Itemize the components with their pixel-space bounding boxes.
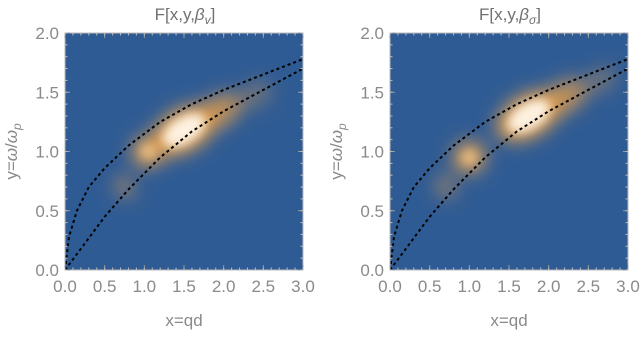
heat-glow-4 [239,81,272,109]
y-tick-label: 1.5 [35,83,59,102]
y-tick-label: 0.0 [360,261,384,280]
y-axis-label: y=ω/ωp [2,123,24,180]
x-tick-label: 1.0 [458,277,482,296]
boundary-curve-0 [65,58,303,270]
panel-title: F[x,y,βσ] [479,5,541,27]
heatmap-background [390,33,628,270]
panel-beta-sigma: 0.0 0.5 1.0 1.5 2.0 2.5 3.0 0.0 0.5 1.0 1.5 2.0 F[x,… [327,5,640,330]
y-tick-label: 2.0 [35,24,59,43]
y-tick-label: 2.0 [360,24,384,43]
x-tick-label: 0.0 [378,277,402,296]
y-tick-label: 1.0 [360,143,384,162]
x-axis-label: x=qd [490,311,527,330]
x-tick-label: 1.0 [133,277,157,296]
x-tick-label: 0.5 [93,277,117,296]
x-tick-label: 2.5 [252,277,276,296]
x-axis-label: x=qd [165,311,202,330]
boundary-curve-0 [390,58,628,270]
y-tick-label: 1.0 [35,143,59,162]
x-tick-label: 3.0 [291,277,315,296]
x-tick-label: 0.0 [53,277,77,296]
x-tick-label: 1.5 [497,277,521,296]
y-tick-label: 0.0 [35,261,59,280]
y-tick-label: 0.5 [35,202,59,221]
y-axis-label: y=ω/ωp [327,123,349,180]
x-tick-label: 2.5 [577,277,601,296]
panel-title: F[x,y,βv] [155,5,216,27]
heat-glow-0 [114,175,135,199]
heatmap-hot-region [435,66,617,199]
heat-secondary [140,144,157,159]
axis-ticks: 0.0 0.5 1.0 1.5 2.0 2.5 3.0 0.0 0.5 1.0 1.5 2.0 [35,24,314,296]
y-tick-label: 0.5 [360,202,384,221]
y-tick-label: 1.5 [360,83,384,102]
heatmap-hot-region [114,81,272,199]
x-tick-label: 3.0 [616,277,640,296]
heat-glow-3 [197,93,242,130]
x-tick-label: 2.0 [537,277,561,296]
heat-peak [507,99,551,133]
panel-beta-v: 0.0 0.5 1.0 1.5 2.0 2.5 3.0 0.0 0.5 1.0 1.5 2.0 F[x,… [2,5,315,330]
axis-ticks: 0.0 0.5 1.0 1.5 2.0 2.5 3.0 0.0 0.5 1.0 1.5 2.0 [360,24,639,296]
x-tick-label: 1.5 [172,277,196,296]
x-tick-label: 0.5 [418,277,442,296]
heat-peak [162,113,206,147]
x-tick-label: 2.0 [212,277,236,296]
heat-secondary [461,150,478,165]
